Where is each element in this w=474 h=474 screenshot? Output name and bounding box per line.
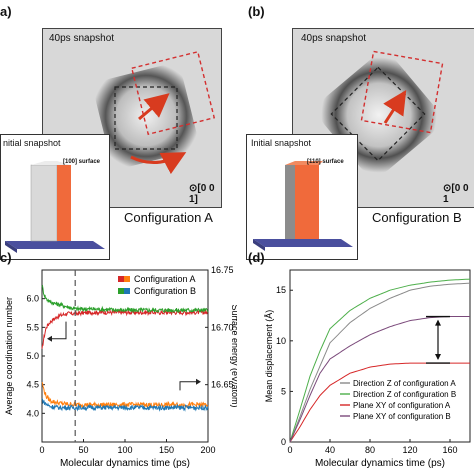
legend-label: Configuration A [134,274,196,284]
panel-b-initial-block [253,161,353,251]
x-tick-label: 0 [287,445,292,455]
x-tick-label: 200 [200,445,215,455]
panel-a-axis-label: ⊙[0 0 1] [189,183,215,205]
x-tick-label: 120 [402,445,417,455]
y-left-tick-label: 5.5 [26,322,39,332]
legend-label: Plane XY of configuration A [353,401,451,410]
y-tick-label: 5 [281,386,286,396]
x-tick-label: 160 [442,445,457,455]
y-left-tick-label: 4.5 [26,380,39,390]
panel-a-initial-block [5,161,105,253]
panel-b-inset: Initial snapshot [110] surface [246,134,358,260]
legend-swatch [118,276,124,282]
left-axis-pointer-icon [47,335,52,342]
gap-arrow-icon [435,319,441,326]
legend-swatch [118,288,124,294]
series-line [41,398,209,412]
x-axis-label: Molecular dynamics time (ps) [315,458,445,469]
legend-label: Direction Z of configuration B [353,390,456,399]
y-tick-label: 15 [276,285,286,295]
y-right-tick-label: 16.65 [211,380,234,390]
x-tick-label: 40 [325,445,335,455]
panel-a-configuration: Configuration A [124,210,213,225]
panel-c-label: c) [0,250,12,265]
y-tick-label: 0 [281,437,286,447]
panel-b-configuration: Configuration B [372,210,462,225]
panel-b-inset-title: Initial snapshot [251,138,312,148]
y-left-axis-label: Average coordination number [4,297,14,415]
chart-mean-displacement: 0 40 80 120 160 0 5 10 15 Molecular dynamics time… [264,269,471,469]
plot-frame [289,269,471,443]
panel-a-inset-title: nitial snapshot [3,138,61,148]
x-tick-label: 50 [78,445,88,455]
y-right-axis-label: Surface energy (eV/atom) [230,304,237,407]
series-line [41,308,208,349]
legend-swatch [124,288,130,294]
legend-label: Configuration B [134,286,196,296]
panel-a-label: a) [0,4,12,19]
panel-b-label: (b) [248,4,265,19]
legend-swatch [124,276,130,282]
panel-a-snapshot-title: 40ps snapshot [49,33,115,44]
panel-b-axis-label: ⊙[0 0 1 [443,183,469,205]
series-line [289,278,471,443]
series-line [289,282,471,443]
x-tick-label: 150 [159,445,174,455]
right-axis-pointer-icon [196,378,201,385]
y-tick-label: 10 [276,336,286,346]
legend-label: Plane XY of configuration B [353,412,451,421]
gap-arrow-icon [435,354,441,361]
axis-dot-icon: ⊙ [189,183,198,194]
y-axis-label: Mean displacement (Å) [264,310,274,403]
panel-b-snapshot-title: 40ps snapshot [301,33,367,44]
x-tick-label: 0 [39,445,44,455]
panel-a-snapshot-image [95,50,216,175]
x-axis-label: Molecular dynamics time (ps) [60,458,190,469]
x-tick-label: 100 [117,445,132,455]
x-tick-label: 80 [365,445,375,455]
axis-dot-icon: ⊙ [443,183,452,194]
panel-b-surface-label: [110] surface [307,159,344,165]
series-line [41,382,209,409]
right-axis-pointer-icon [179,381,198,391]
panel-d-label: (d) [248,250,265,265]
legend-label: Direction Z of configuration A [353,379,456,388]
panel-a-inset: nitial snapshot [100] surface [0,134,110,260]
chart-coordination-energy: 0 50 100 150 200 4.0 4.5 5.0 5.5 6.0 16.65 16.70 16.… [4,265,237,469]
panel-a-surface-label: [100] surface [63,159,101,165]
y-left-tick-label: 4.0 [26,408,39,418]
left-axis-pointer-icon [50,321,67,340]
y-left-tick-label: 6.0 [26,294,39,304]
y-right-tick-label: 16.70 [211,322,234,332]
y-left-tick-label: 5.0 [26,351,39,361]
y-right-tick-label: 16.75 [211,265,234,275]
series-line [41,284,209,314]
